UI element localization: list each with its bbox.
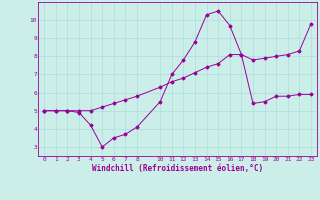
X-axis label: Windchill (Refroidissement éolien,°C): Windchill (Refroidissement éolien,°C) — [92, 164, 263, 173]
